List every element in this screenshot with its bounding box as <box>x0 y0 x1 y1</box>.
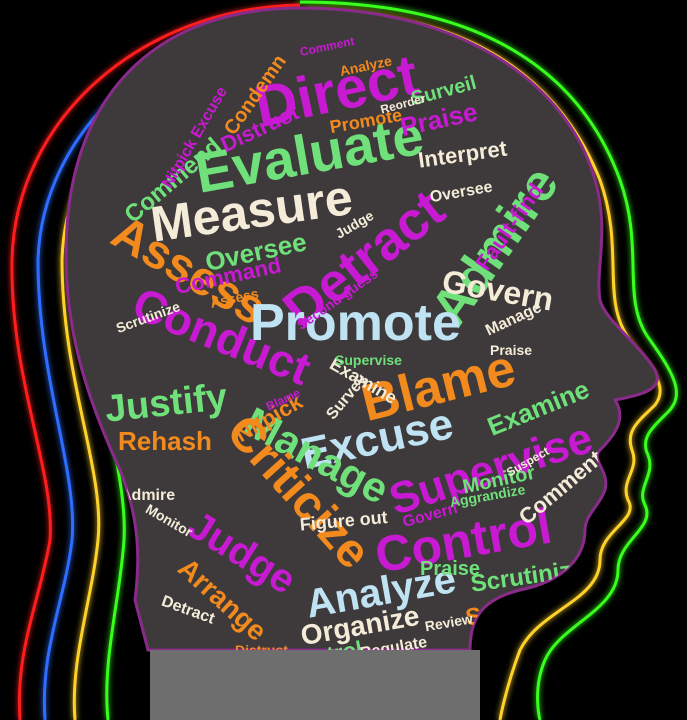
head-silhouette <box>64 6 659 652</box>
word-praise-small: Praise <box>490 342 532 358</box>
word-praise-mid: Praise <box>420 558 480 580</box>
word-measure-small: Measure <box>175 647 232 663</box>
word-rehash: Rehash <box>118 426 212 456</box>
green-outline <box>299 0 678 720</box>
word-supervise-small: Supervise <box>335 352 402 368</box>
neck-base <box>150 650 480 720</box>
word-admire-small: Admire <box>120 487 175 504</box>
word-promote: Promote <box>250 294 461 352</box>
red-outline <box>10 3 301 720</box>
word-distrust-small: Distrust <box>235 642 288 658</box>
